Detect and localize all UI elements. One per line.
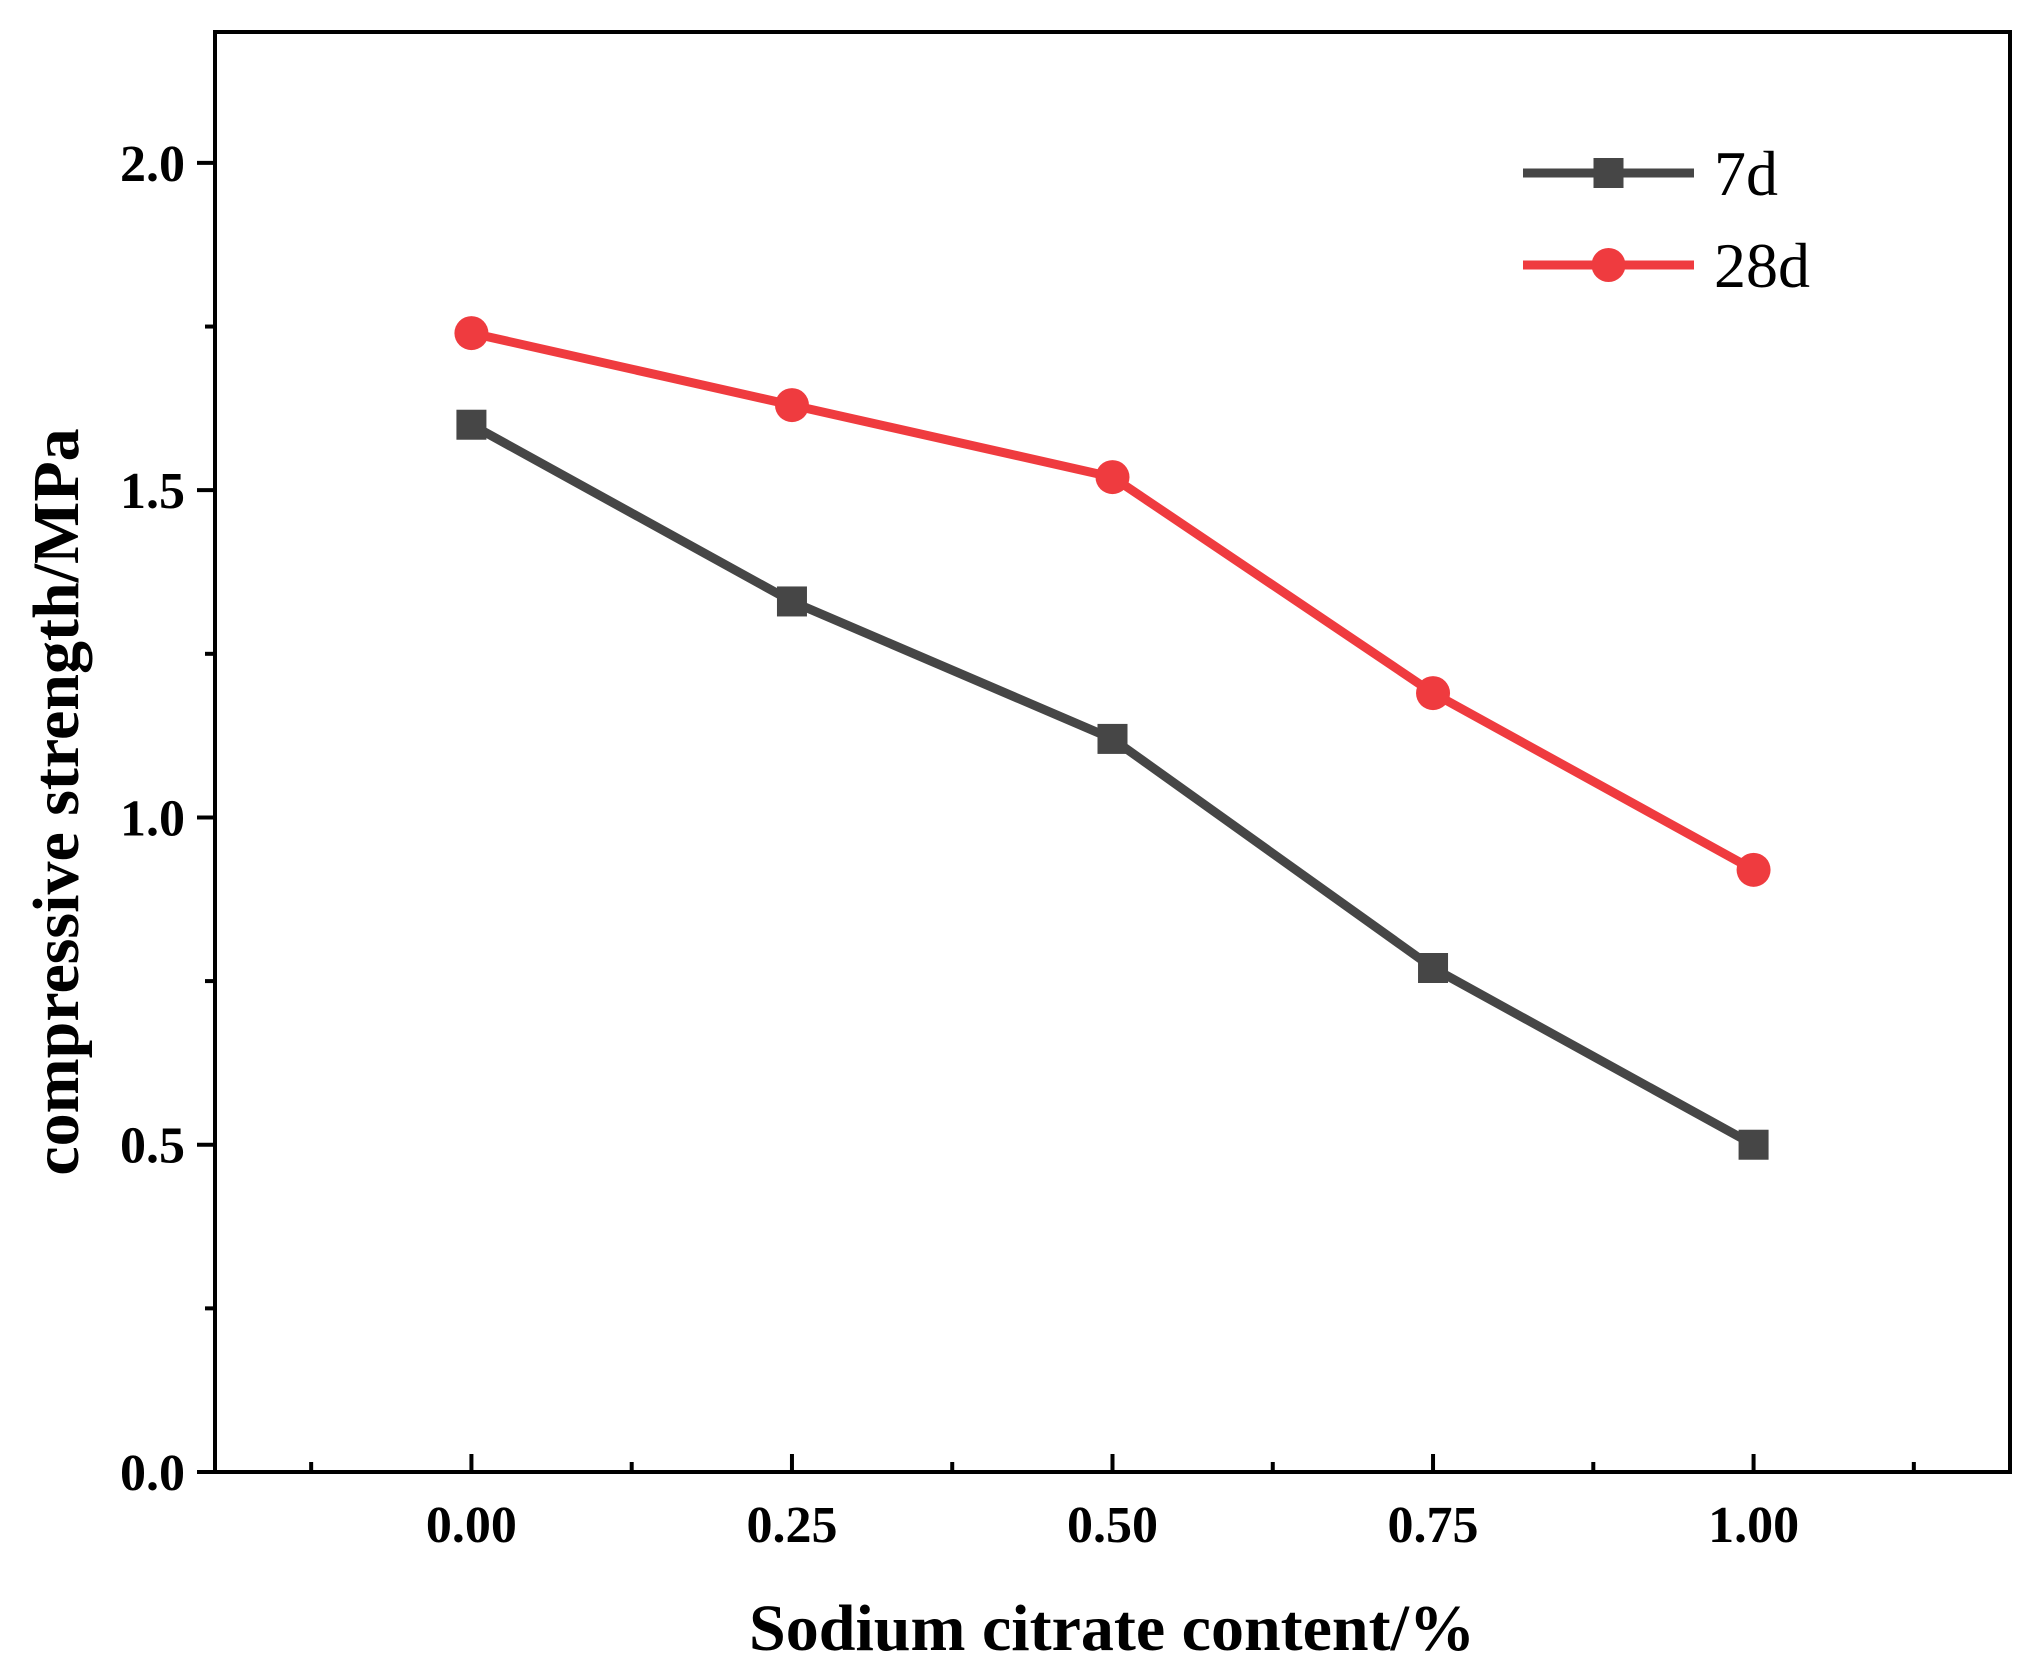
data-point-28d [774,388,809,423]
legend-label-7d: 7d [1714,138,1778,209]
data-point-7d [776,586,807,617]
y-tick-label: 1.5 [120,463,185,520]
data-point-7d [1738,1129,1769,1160]
x-axis-ticks: 0.00 0.25 0.50 0.75 1.00 [309,1454,1916,1554]
legend-marker-28d [1591,248,1626,282]
series-layer [454,316,1771,1160]
x-tick-label: 0.50 [1067,1497,1158,1554]
y-tick-label: 0.5 [120,1118,185,1175]
y-axis-title: compressive strength/MPa [20,428,93,1175]
y-tick-label: 1.0 [120,790,185,847]
x-axis-title: Sodium citrate content/% [749,1592,1475,1665]
data-point-28d [1416,676,1451,711]
data-point-7d [1418,953,1449,983]
x-tick-label: 0.00 [426,1497,517,1554]
data-point-28d [454,316,489,351]
data-point-28d [1736,852,1771,887]
y-axis-ticks: 0.0 0.5 1.0 1.5 2.0 [120,136,215,1502]
legend-marker-7d [1593,158,1624,188]
legend-label-28d: 28d [1714,230,1810,301]
y-tick-label: 2.0 [120,136,185,193]
x-tick-label: 1.00 [1708,1497,1799,1554]
data-point-7d [456,409,487,440]
series-line-28d [470,328,1756,874]
x-tick-label: 0.25 [746,1497,837,1554]
series-line-7d [469,420,1756,1149]
data-point-7d [1097,723,1128,754]
y-tick-label: 0.0 [120,1445,185,1502]
x-tick-label: 0.75 [1388,1497,1479,1554]
data-point-28d [1095,460,1130,495]
